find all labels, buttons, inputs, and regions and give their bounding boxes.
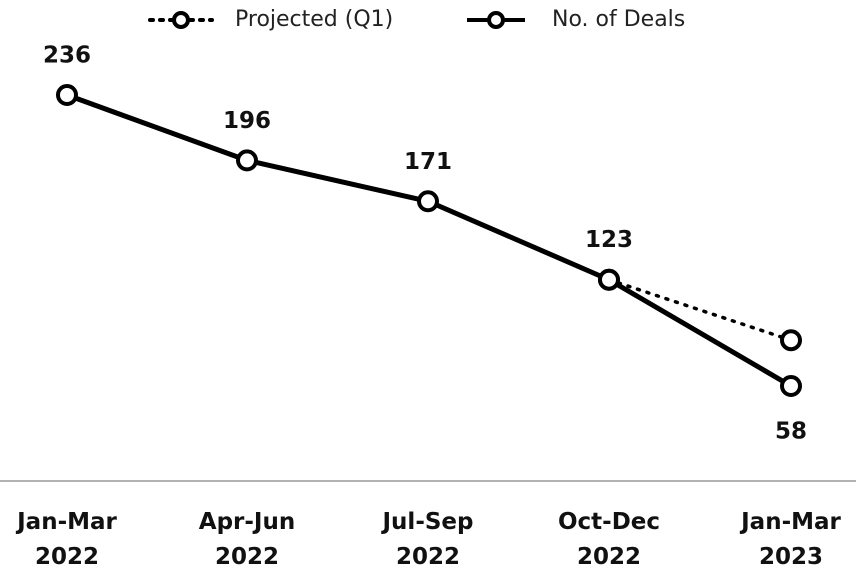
data-label: 58 bbox=[775, 419, 807, 445]
series-line bbox=[607, 277, 793, 342]
legend-marker bbox=[487, 11, 505, 29]
x-tick-label: Jan-Mar 2023 bbox=[739, 509, 841, 570]
data-label: 171 bbox=[404, 149, 452, 175]
x-tick-label: Jan-Mar 2022 bbox=[15, 509, 117, 570]
point-marker bbox=[236, 149, 258, 172]
x-tick-label: Apr-Jun 2022 bbox=[199, 509, 295, 570]
legend-label: Projected (Q1) bbox=[235, 7, 393, 32]
series-line bbox=[64, 92, 794, 389]
point-marker bbox=[56, 84, 78, 106]
legend-label: No. of Deals bbox=[552, 7, 685, 32]
x-tick-label: Jul-Sep 2022 bbox=[381, 509, 474, 570]
point-marker bbox=[598, 268, 620, 291]
data-label: 196 bbox=[223, 108, 271, 134]
data-label: 236 bbox=[43, 43, 91, 69]
point-marker bbox=[780, 329, 802, 352]
point-marker bbox=[417, 190, 439, 213]
x-tick-label: Oct-Dec 2022 bbox=[558, 509, 660, 570]
data-label: 123 bbox=[585, 227, 633, 253]
point-marker bbox=[780, 375, 802, 397]
legend-marker bbox=[172, 11, 190, 29]
